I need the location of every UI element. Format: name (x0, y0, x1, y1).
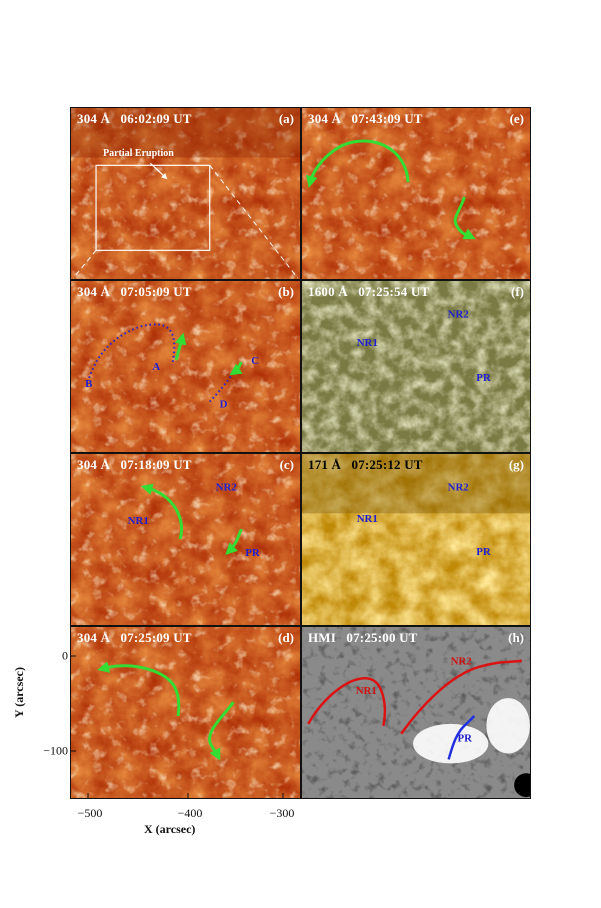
x-tick-label: −500 (77, 806, 103, 820)
red-polarity-line-nr1 (307, 677, 387, 727)
region-nr1: NR1 (357, 337, 378, 349)
panel-g-overlay: NR1 NR2 PR (357, 482, 491, 558)
marker-d: D (220, 399, 228, 411)
panel-c-label: (c) (279, 457, 294, 472)
marker-b: B (85, 378, 92, 390)
panel-b-image (71, 281, 300, 452)
region-nr2: NR2 (451, 656, 472, 668)
eruption-arrow (150, 162, 168, 180)
partial-eruption-box (95, 164, 211, 251)
y-tick-label: 0 (62, 648, 68, 663)
panel-b: A B C D 304 Å 07:05:09 UT (b) (70, 280, 301, 453)
panel-h-overlay: NR1 NR2 PR (307, 656, 523, 760)
panel-a-image (71, 108, 300, 279)
panel-d: 304 Å 07:25:09 UT (d) (70, 626, 301, 799)
panel-d-image (71, 627, 300, 798)
marker-c: C (251, 355, 259, 367)
panel-g: NR1 NR2 PR 171 Å 07:25:12 UT (g) (301, 453, 531, 626)
panel-a-overlay (72, 162, 299, 279)
panel-f-title: 1600 Å 07:25:54 UT (308, 284, 430, 299)
y-tick-label: −100 (43, 743, 68, 758)
panel-h-label: (h) (508, 630, 524, 645)
green-arrow (225, 528, 243, 556)
panel-h: NR1 NR2 PR HMI 07:25:00 UT (h) (301, 626, 531, 799)
zoom-line-left (72, 250, 97, 279)
panel-g-image (302, 454, 530, 625)
region-pr: PR (476, 546, 491, 558)
panel-f-image (302, 281, 530, 452)
panel-a: 304 Å 06:02:09 UT (a) Partial Eruption (70, 107, 301, 280)
panel-e-image (302, 108, 530, 279)
panel-c: NR1 NR2 PR 304 Å 07:18:09 UT (c) (70, 453, 301, 626)
panel-d-label: (d) (278, 630, 294, 645)
region-nr2: NR2 (216, 482, 237, 494)
region-nr1: NR1 (128, 515, 149, 527)
panel-e: 304 Å 07:43:09 UT (e) (301, 107, 531, 280)
region-nr2: NR2 (448, 309, 469, 321)
region-pr: PR (476, 372, 491, 384)
green-arrow (140, 483, 183, 540)
panel-b-title: 304 Å 07:05:09 UT (77, 284, 192, 299)
x-tick-label: −400 (177, 806, 203, 820)
panel-g-label: (g) (508, 457, 524, 472)
y-axis-label: Y (arcsec) (12, 667, 26, 718)
x-tick-label: −300 (269, 806, 295, 820)
panel-h-image (302, 627, 530, 798)
panel-e-overlay (306, 139, 476, 240)
panel-e-label: (e) (509, 111, 524, 126)
x-axis-label: X (arcsec) (144, 822, 196, 836)
region-nr1: NR1 (357, 513, 378, 525)
panel-f-label: (f) (511, 284, 524, 299)
panel-a-label: (a) (278, 111, 294, 126)
panel-d-overlay (97, 661, 235, 761)
partial-eruption-label: Partial Eruption (103, 148, 174, 159)
panel-b-label: (b) (278, 284, 294, 299)
marker-a: A (152, 361, 160, 373)
green-arrow (453, 196, 476, 240)
panel-f: NR1 NR2 PR 1600 Å 07:25:54 UT (f) (301, 280, 531, 453)
region-nr2: NR2 (448, 482, 469, 494)
region-pr: PR (245, 547, 260, 559)
panel-f-overlay: NR1 NR2 PR (357, 309, 491, 384)
green-arrow (97, 661, 181, 717)
green-arrow (174, 332, 187, 361)
panel-h-title: HMI 07:25:00 UT (308, 630, 418, 645)
zoom-line-right (209, 165, 299, 279)
panel-c-overlay: NR1 NR2 PR (128, 482, 260, 559)
green-arrow (229, 361, 243, 376)
region-nr1: NR1 (356, 685, 377, 697)
panel-d-title: 304 Å 07:25:09 UT (77, 630, 192, 645)
panel-b-overlay: A B C D (85, 323, 259, 411)
panel-g-title: 171 Å 07:25:12 UT (308, 457, 423, 472)
panel-a-title: 304 Å 06:02:09 UT (77, 111, 192, 126)
panel-c-title: 304 Å 07:18:09 UT (77, 457, 192, 472)
red-polarity-line-nr2 (400, 659, 523, 735)
blue-polarity-line-pr (447, 715, 476, 760)
dotted-loop-ab (88, 323, 176, 379)
green-arrow (208, 701, 235, 761)
panel-e-title: 304 Å 07:43:09 UT (308, 111, 423, 126)
green-arrow (306, 139, 410, 188)
region-pr: PR (458, 733, 473, 745)
panel-c-image (71, 454, 300, 625)
